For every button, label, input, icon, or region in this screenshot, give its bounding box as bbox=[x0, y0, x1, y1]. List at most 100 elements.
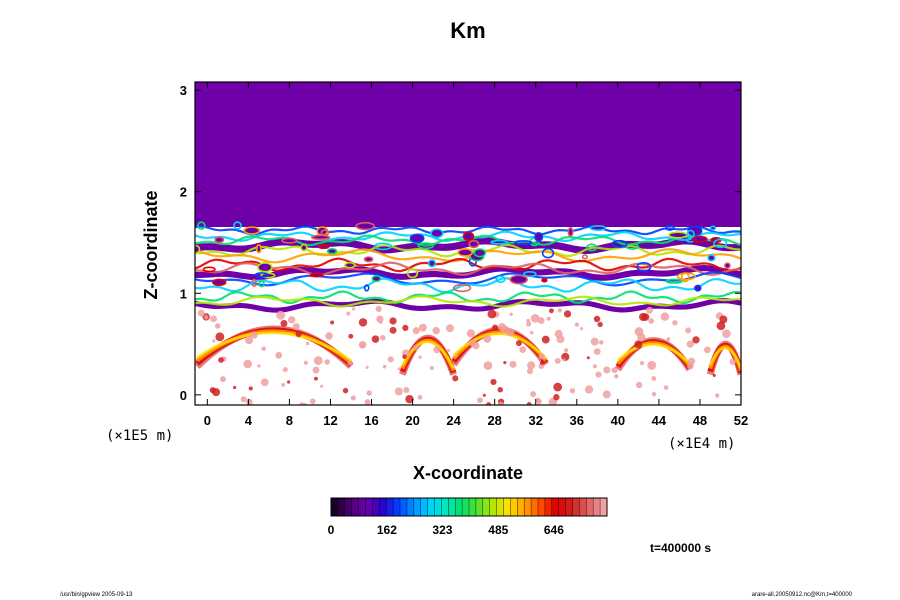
speckle bbox=[211, 388, 221, 397]
eddy bbox=[355, 221, 375, 231]
speckle bbox=[687, 357, 696, 365]
eddy bbox=[686, 229, 695, 239]
eddy bbox=[257, 262, 273, 273]
speckle bbox=[527, 361, 536, 370]
colorbar-cell bbox=[434, 498, 442, 516]
eddy bbox=[309, 272, 324, 278]
speckle bbox=[685, 327, 692, 334]
y-ticks: 0 1 2 3 bbox=[180, 83, 741, 403]
speckle bbox=[350, 395, 356, 401]
eddy bbox=[281, 237, 298, 244]
speckle bbox=[646, 306, 653, 314]
speckle bbox=[433, 346, 441, 354]
speckle bbox=[281, 383, 286, 387]
colorbar-cell bbox=[469, 498, 477, 516]
speckle bbox=[719, 315, 728, 324]
colorbar-cell bbox=[531, 498, 539, 516]
eddy bbox=[709, 225, 717, 231]
speckle bbox=[634, 340, 643, 349]
colorbar-cell bbox=[358, 498, 366, 516]
eddy bbox=[202, 266, 216, 273]
speckle bbox=[215, 332, 225, 342]
speckle bbox=[305, 341, 310, 346]
speckle bbox=[218, 357, 224, 363]
speckle bbox=[330, 320, 335, 325]
colorbar-tick-label: 485 bbox=[488, 523, 508, 537]
speckle bbox=[287, 316, 296, 324]
speckle bbox=[526, 318, 531, 323]
speckle bbox=[313, 356, 323, 366]
eddy bbox=[195, 244, 201, 254]
speckle bbox=[452, 375, 459, 382]
speckle bbox=[364, 399, 371, 405]
eddy bbox=[713, 238, 728, 249]
speckle bbox=[412, 345, 419, 351]
colorbar-cell bbox=[393, 498, 401, 516]
plume-arc bbox=[401, 340, 455, 370]
speckle bbox=[303, 360, 308, 365]
eddy bbox=[258, 280, 265, 288]
speckle bbox=[454, 354, 458, 358]
speckle bbox=[651, 376, 657, 381]
colorbar-cell bbox=[489, 498, 497, 516]
eddy bbox=[625, 243, 640, 250]
speckle bbox=[639, 360, 645, 366]
speckle bbox=[482, 393, 486, 397]
colorbar-cell bbox=[538, 498, 546, 516]
speckle bbox=[519, 346, 527, 354]
plume-arc bbox=[452, 332, 547, 360]
x-tick-label: 36 bbox=[570, 413, 584, 428]
colorbar-cell bbox=[482, 498, 491, 516]
speckle bbox=[703, 346, 711, 354]
speckle bbox=[579, 327, 584, 331]
speckle bbox=[536, 398, 542, 405]
colorbar-cell bbox=[593, 498, 601, 516]
colorbar-tick-label: 0 bbox=[328, 523, 335, 537]
x-tick-label: 4 bbox=[245, 413, 253, 428]
speckle bbox=[352, 307, 356, 311]
speckle bbox=[276, 310, 286, 320]
eddy bbox=[509, 274, 528, 285]
speckle bbox=[314, 376, 318, 381]
plume-arc bbox=[196, 331, 352, 362]
speckle bbox=[299, 402, 304, 405]
speckle bbox=[389, 317, 397, 325]
speckle bbox=[663, 385, 669, 390]
speckle bbox=[490, 378, 497, 386]
colorbar-cell bbox=[510, 498, 518, 516]
eddy bbox=[363, 256, 374, 263]
speckle bbox=[233, 385, 237, 390]
speckle bbox=[346, 311, 351, 316]
speckle bbox=[432, 326, 440, 335]
eddy bbox=[668, 231, 688, 239]
speckle bbox=[397, 367, 401, 371]
speckle bbox=[295, 331, 302, 338]
colorbar-cell bbox=[558, 498, 566, 516]
eddy bbox=[300, 243, 308, 252]
speckle bbox=[365, 365, 369, 369]
eddy bbox=[409, 233, 425, 244]
speckle bbox=[712, 373, 716, 377]
upper-layer-fill bbox=[195, 82, 741, 227]
speckle bbox=[557, 308, 562, 313]
speckle bbox=[554, 329, 563, 338]
x-tick-label: 12 bbox=[323, 413, 337, 428]
eddy bbox=[452, 283, 472, 293]
eddy bbox=[457, 248, 474, 257]
eddy bbox=[344, 261, 356, 269]
speckle bbox=[635, 381, 643, 389]
speckle bbox=[660, 312, 670, 321]
speckle bbox=[574, 322, 580, 327]
eddy bbox=[665, 225, 675, 231]
speckle bbox=[214, 323, 221, 329]
footer-left: /usr/bin/gpview 2005-09-13 bbox=[60, 592, 133, 598]
speckle bbox=[402, 354, 407, 360]
x-tick-label: 52 bbox=[734, 413, 748, 428]
speckle bbox=[394, 387, 403, 396]
eddy bbox=[665, 278, 683, 284]
eddy bbox=[255, 243, 262, 254]
colorbar-cell bbox=[600, 498, 608, 516]
colorbar-cell bbox=[413, 498, 422, 516]
